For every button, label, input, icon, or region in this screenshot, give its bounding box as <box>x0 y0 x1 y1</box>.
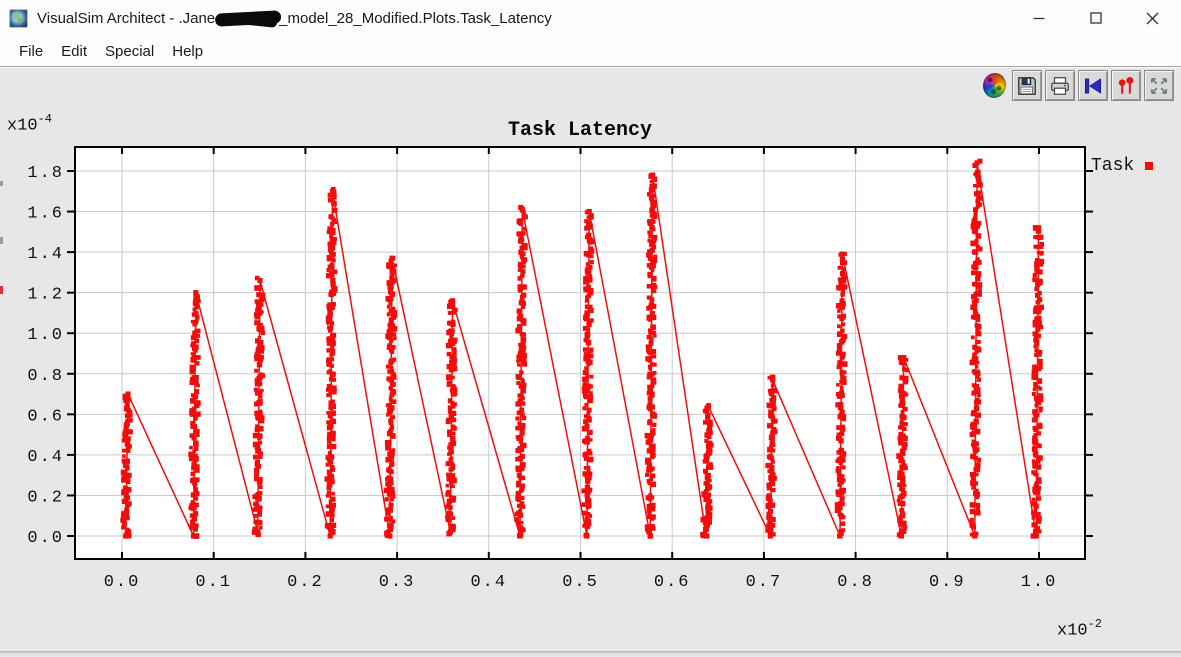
y-tick-label: 1.6 <box>27 205 64 224</box>
x-tick-label: 0.9 <box>929 573 966 592</box>
window-title-suffix: _model_28_Modified.Plots.Task_Latency <box>279 9 552 27</box>
rewind-arrow-icon <box>1084 77 1102 94</box>
edit-marks-button[interactable] <box>1111 70 1141 101</box>
y-tick-label: 0.4 <box>27 448 64 467</box>
x-tick-label: 0.3 <box>379 573 416 592</box>
minimize-button[interactable] <box>1010 0 1067 36</box>
y-mult-base: x10 <box>7 116 38 136</box>
redaction-scribble <box>214 9 282 27</box>
menu-file[interactable]: File <box>19 42 44 60</box>
globe-icon <box>9 8 28 28</box>
x-tick-label: 0.7 <box>746 573 783 592</box>
grid-lines <box>75 147 1085 559</box>
x-tick-label: 0.1 <box>195 573 232 592</box>
window-title-prefix: VisualSim Architect - .Jane <box>37 9 216 27</box>
red-pins-icon <box>1118 76 1134 94</box>
save-button[interactable] <box>1012 70 1042 101</box>
axis-ticks <box>67 147 1093 559</box>
x-tick-label: 0.5 <box>562 573 599 592</box>
desktop-artifact <box>0 286 3 294</box>
x-mult-base: x10 <box>1057 621 1088 641</box>
x-tick-label: 1.0 <box>1021 573 1058 592</box>
menu-edit[interactable]: Edit <box>61 42 88 60</box>
x-tick-label: 0.6 <box>654 573 691 592</box>
reset-axes-button[interactable] <box>1078 70 1108 101</box>
close-button[interactable] <box>1124 0 1181 36</box>
maximize-icon <box>1089 12 1102 24</box>
plot-canvas[interactable]: 0.0 0.1 0.2 0.3 0.4 0.5 0.6 0.7 0.8 0.9 1.00.00.20… <box>0 69 1181 657</box>
y-mult-exponent: -4 <box>37 112 53 126</box>
y-tick-label: 1.0 <box>27 326 64 345</box>
titlebar: VisualSim Architect - .Jane _model_28_Mod… <box>0 0 1181 36</box>
x-tick-label: 0.0 <box>104 573 141 592</box>
y-tick-labels: 0.0 0.2 0.4 0.6 0.8 1.0 1.2 1.4 1.6 1.8 <box>27 164 64 548</box>
y-tick-label: 0.0 <box>27 529 64 548</box>
y-tick-label: 1.8 <box>27 164 64 183</box>
menubar: File Edit Special Help <box>0 36 1181 66</box>
desktop-edge-strip <box>0 651 1181 657</box>
x-tick-labels: 0.0 0.1 0.2 0.3 0.4 0.5 0.6 0.7 0.8 0.9 1.0 <box>104 573 1058 592</box>
desktop-artifact <box>0 181 3 186</box>
x-tick-label: 0.8 <box>837 573 874 592</box>
legend-marker-task <box>1145 162 1154 170</box>
maximize-button[interactable] <box>1067 0 1124 36</box>
fill-plot-button[interactable] <box>1144 70 1174 101</box>
y-tick-label: 0.2 <box>27 488 64 507</box>
printer-icon <box>1051 76 1069 95</box>
window-controls <box>1010 0 1181 36</box>
y-tick-label: 1.2 <box>27 286 64 305</box>
print-button[interactable] <box>1045 70 1075 101</box>
y-tick-label: 0.8 <box>27 367 64 386</box>
x-tick-label: 0.4 <box>470 573 507 592</box>
plot-logo-icon <box>983 73 1006 98</box>
menu-help[interactable]: Help <box>172 42 204 60</box>
desktop-artifact <box>0 237 3 244</box>
close-icon <box>1146 12 1159 24</box>
plot-panel: Task Latency x10-4 0.0 0.1 0.2 0.3 0.4 0.5 0.6… <box>0 66 1181 657</box>
x-axis-multiplier: x10-2 <box>1057 617 1103 641</box>
x-mult-exponent: -2 <box>1087 617 1103 631</box>
task-series-points <box>120 158 1045 539</box>
y-axis-multiplier: x10-4 <box>7 112 53 136</box>
y-tick-label: 1.4 <box>27 245 64 264</box>
minimize-icon <box>1033 17 1044 20</box>
toolbar <box>983 70 1174 101</box>
legend-label-task: Task <box>1091 156 1135 176</box>
expand-arrows-icon <box>1150 77 1168 94</box>
menu-special[interactable]: Special <box>105 42 155 60</box>
y-tick-label: 0.6 <box>27 407 64 426</box>
save-floppy-icon <box>1018 76 1036 95</box>
legend: Task <box>1091 156 1154 176</box>
window-title: VisualSim Architect - .Jane _model_28_Mod… <box>37 10 552 27</box>
chart-title: Task Latency <box>507 119 653 142</box>
x-tick-label: 0.2 <box>287 573 324 592</box>
